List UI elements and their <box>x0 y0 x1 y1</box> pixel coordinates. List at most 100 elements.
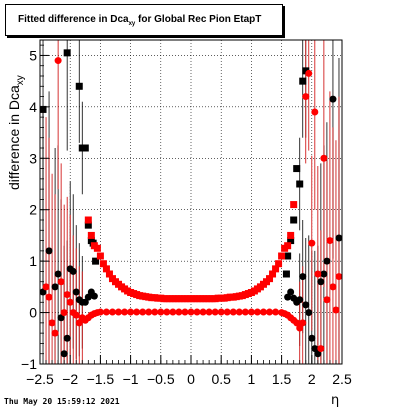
data-point-circle <box>329 95 337 103</box>
data-point-square <box>99 260 107 268</box>
data-point-circle <box>326 237 334 245</box>
data-point-circle <box>57 278 65 286</box>
data-point-circle <box>151 308 159 316</box>
data-point-circle <box>205 308 213 316</box>
data-markers <box>39 49 343 358</box>
data-point-square <box>284 242 292 250</box>
data-point-circle <box>75 319 83 327</box>
data-point-circle <box>335 234 343 242</box>
data-point-square <box>102 265 110 273</box>
data-point-circle <box>296 324 304 332</box>
axis-ticks <box>39 44 343 365</box>
data-point-circle <box>57 314 65 322</box>
data-point-square <box>287 231 295 239</box>
data-point-circle <box>272 308 280 316</box>
x-axis-label: η <box>331 393 340 408</box>
data-point-circle <box>102 308 110 316</box>
data-point-circle <box>308 239 316 247</box>
data-point-circle <box>302 301 310 309</box>
data-point-circle <box>145 308 153 316</box>
data-point-circle <box>72 288 80 296</box>
data-point-circle <box>284 293 292 301</box>
data-point-circle <box>42 283 50 291</box>
data-point-square <box>96 252 104 260</box>
data-point-circle <box>54 57 62 65</box>
y-tick-label: 4 <box>29 99 37 115</box>
data-point-circle <box>329 283 337 291</box>
data-point-square <box>296 180 304 188</box>
data-point-circle <box>320 154 328 162</box>
data-point-square <box>284 252 292 260</box>
chart-title: Fitted difference in Dcaxy for Global Re… <box>18 14 262 27</box>
data-point-circle <box>323 257 331 265</box>
data-point-square <box>84 216 92 224</box>
data-point-circle <box>60 309 68 317</box>
y-tick-label: 5 <box>29 47 37 63</box>
data-point-square <box>63 49 71 57</box>
data-point-square <box>105 270 113 278</box>
data-point-circle <box>305 309 313 317</box>
data-point-square <box>87 231 95 239</box>
title-box: Fitted difference in Dcaxy for Global Re… <box>5 4 283 36</box>
data-point-circle <box>133 308 141 316</box>
data-point-square <box>293 165 301 173</box>
data-point-circle <box>96 308 104 316</box>
x-tick-label: −1.5 <box>87 371 115 387</box>
data-point-circle <box>317 345 325 353</box>
x-tick-label: 1.5 <box>272 371 292 387</box>
y-tick-label: 3 <box>29 150 37 166</box>
data-point-circle <box>293 319 301 327</box>
x-tick-label: −2 <box>62 371 78 387</box>
data-point-circle <box>63 334 71 342</box>
data-point-square <box>90 242 98 250</box>
y-tick-label: 2 <box>29 202 37 218</box>
data-point-circle <box>223 308 231 316</box>
data-point-circle <box>181 308 189 316</box>
y-tick-label: 1 <box>29 253 37 269</box>
data-point-circle <box>108 308 116 316</box>
data-point-circle <box>199 308 207 316</box>
data-point-circle <box>45 293 53 301</box>
data-point-circle <box>320 270 328 278</box>
data-point-circle <box>311 345 319 353</box>
data-point-circle <box>72 311 80 319</box>
data-point-circle <box>54 270 62 278</box>
data-point-square <box>39 105 47 113</box>
y-axis-label: difference in Dcaxy <box>6 75 26 190</box>
axis-tick-labels: −2.5 −2 −1.5 −1 −0.5 0 0.5 1 1.5 2 2.5 −1 0 1 2 3 4 5 <box>21 47 352 387</box>
data-point-square <box>272 265 280 273</box>
data-point-circle <box>121 308 129 316</box>
data-point-square <box>81 144 89 152</box>
data-point-circle <box>235 308 243 316</box>
data-point-circle <box>241 308 249 316</box>
error-bars <box>42 40 340 364</box>
data-point-circle <box>60 350 68 358</box>
data-point-circle <box>259 308 267 316</box>
data-point-circle <box>127 308 135 316</box>
data-point-circle <box>187 308 195 316</box>
x-tick-label: 0.5 <box>211 371 231 387</box>
data-point-square <box>290 201 298 209</box>
data-point-circle <box>48 319 56 327</box>
data-point-circle <box>217 308 225 316</box>
data-point-circle <box>175 308 183 316</box>
data-point-circle <box>308 334 316 342</box>
data-point-circle <box>211 308 219 316</box>
x-tick-label: 0 <box>187 371 195 387</box>
data-point-circle <box>314 350 322 358</box>
data-point-circle <box>69 267 77 275</box>
data-point-square <box>84 221 92 229</box>
data-point-circle <box>81 298 89 306</box>
data-point-square <box>275 260 283 268</box>
data-point-circle <box>90 292 98 300</box>
data-point-circle <box>296 296 304 304</box>
data-point-circle <box>299 319 307 327</box>
data-point-circle <box>335 273 343 281</box>
data-point-square <box>266 275 274 283</box>
data-point-circle <box>163 308 171 316</box>
data-point-circle <box>305 69 313 77</box>
data-point-square <box>299 77 307 85</box>
data-point-circle <box>266 308 274 316</box>
data-point-circle <box>311 108 319 116</box>
